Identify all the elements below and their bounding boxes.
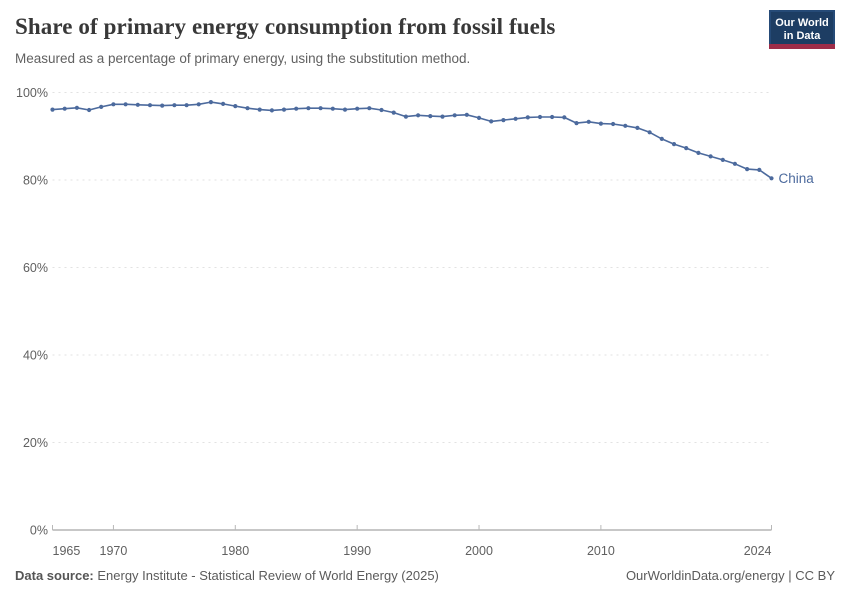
chart-footer: Data source: Energy Institute - Statisti…: [15, 568, 835, 583]
owid-logo-red-strip: [769, 44, 835, 49]
data-point: [208, 100, 213, 105]
data-point: [623, 123, 628, 128]
data-point: [489, 119, 494, 124]
chart-title: Share of primary energy consumption from…: [15, 14, 556, 39]
data-point: [160, 103, 165, 108]
data-point: [99, 104, 104, 109]
chart-subtitle: Measured as a percentage of primary ener…: [15, 51, 471, 66]
data-point: [330, 106, 335, 111]
y-tick-label-20: 20%: [23, 436, 48, 450]
data-point: [342, 107, 348, 112]
data-source: Data source: Energy Institute - Statisti…: [15, 568, 439, 583]
data-point: [525, 115, 530, 120]
data-point: [769, 176, 774, 181]
data-point: [428, 114, 433, 119]
data-point: [696, 150, 701, 155]
y-tick-label-100: 100%: [16, 86, 48, 100]
series-end-label-china: China: [779, 171, 815, 186]
data-point: [269, 108, 274, 113]
data-point: [294, 106, 299, 111]
x-tick-label-2000: 2000: [465, 544, 493, 558]
data-point: [403, 114, 408, 119]
data-point: [221, 101, 226, 106]
y-tick-label-60: 60%: [23, 261, 48, 275]
data-point: [550, 114, 555, 120]
data-point: [196, 102, 201, 107]
data-point: [123, 102, 128, 107]
data-point: [391, 110, 396, 115]
y-tick-label-0: 0%: [30, 524, 48, 538]
data-point: [135, 102, 140, 107]
data-point: [745, 167, 750, 172]
y-tick-label-80: 80%: [23, 174, 48, 188]
x-tick-label-1980: 1980: [221, 544, 249, 558]
data-point: [172, 103, 177, 108]
data-point: [562, 115, 567, 120]
data-point: [513, 116, 518, 121]
data-point: [318, 106, 323, 111]
data-point: [464, 112, 469, 117]
x-tick-label-2024: 2024: [744, 544, 772, 558]
data-point: [720, 157, 725, 162]
data-point: [111, 102, 116, 107]
data-point: [355, 106, 360, 111]
data-point: [379, 107, 384, 113]
data-point: [245, 106, 250, 111]
data-point: [50, 107, 55, 112]
data-point: [537, 114, 543, 120]
data-point: [147, 103, 153, 108]
data-source-label: Data source:: [15, 568, 94, 583]
series-line-china: [51, 101, 773, 180]
x-tick-label-2010: 2010: [587, 544, 615, 558]
footer-credit: OurWorldinData.org/energy | CC BY: [625, 568, 835, 583]
x-tick-label-1965: 1965: [53, 544, 81, 558]
data-point: [659, 136, 664, 141]
data-point: [257, 107, 262, 112]
data-point: [306, 106, 311, 111]
data-point: [440, 114, 445, 119]
owid-logo: Our World in Data: [769, 10, 835, 48]
data-point: [586, 119, 591, 124]
data-point: [74, 105, 79, 110]
data-point: [501, 118, 506, 123]
data-point: [671, 142, 677, 147]
owid-logo-line1: Our World: [775, 17, 829, 29]
data-point: [684, 146, 689, 151]
y-tick-label-40: 40%: [23, 349, 48, 363]
data-point: [476, 115, 482, 120]
data-point: [598, 121, 604, 126]
data-point: [452, 113, 457, 118]
data-source-text: Energy Institute - Statistical Review of…: [93, 568, 439, 583]
data-point: [574, 121, 579, 126]
data-point: [757, 167, 762, 172]
data-point: [708, 154, 713, 159]
data-point: [233, 104, 238, 109]
data-point: [62, 106, 67, 111]
x-tick-label-1970: 1970: [100, 544, 128, 558]
data-point: [635, 125, 640, 130]
data-point: [647, 130, 652, 135]
data-point: [367, 106, 372, 111]
data-point: [416, 113, 421, 118]
data-point: [732, 161, 738, 166]
data-point: [611, 121, 616, 127]
owid-logo-line2: in Data: [783, 30, 821, 43]
x-tick-label-1990: 1990: [343, 544, 371, 558]
data-point: [184, 103, 189, 108]
data-point: [281, 107, 287, 112]
data-point: [87, 107, 92, 113]
